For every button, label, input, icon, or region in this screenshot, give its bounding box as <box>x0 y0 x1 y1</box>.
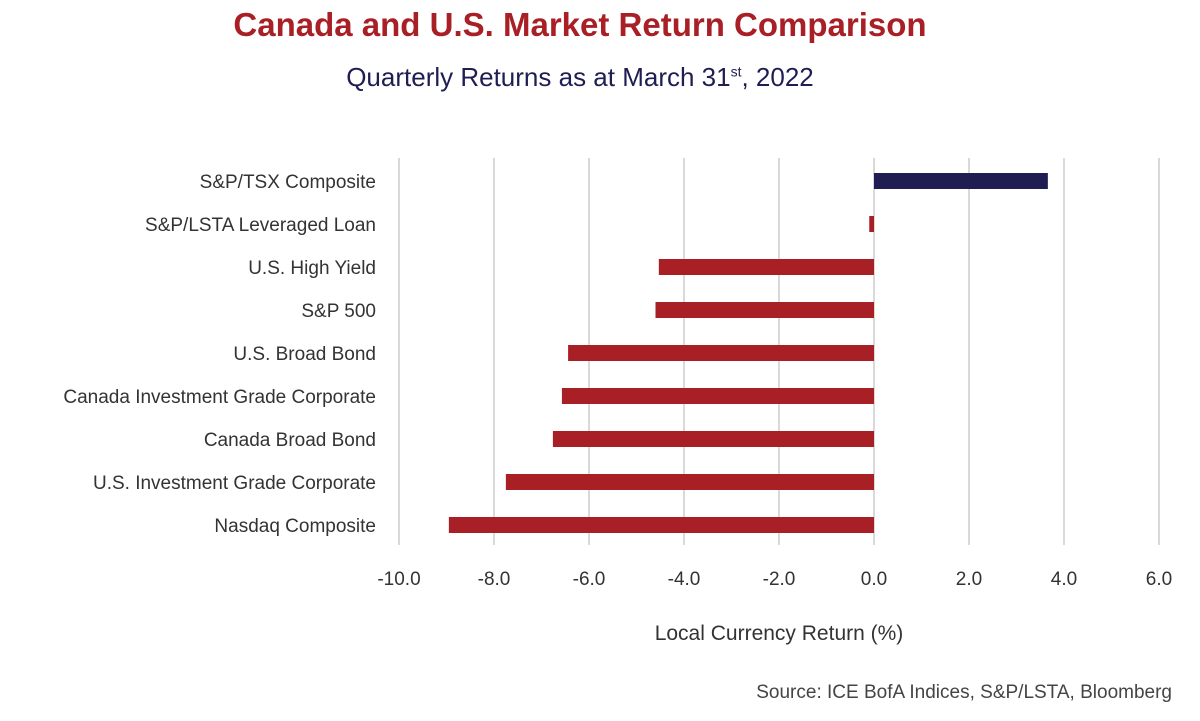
subtitle-year: , 2022 <box>741 62 814 92</box>
source-note: Source: ICE BofA Indices, S&P/LSTA, Bloo… <box>756 682 1172 703</box>
category-label: Canada Broad Bond <box>204 430 376 451</box>
x-tick-label: 4.0 <box>1051 569 1077 590</box>
bar <box>568 345 874 361</box>
x-tick-label: -10.0 <box>377 569 420 590</box>
chart-subtitle: Quarterly Returns as at March 31st, 2022 <box>0 62 1160 93</box>
x-tick-label: -6.0 <box>573 569 606 590</box>
subtitle-text: Quarterly Returns as at March 31 <box>346 62 731 92</box>
category-label: S&P/LSTA Leveraged Loan <box>145 215 376 236</box>
bar <box>561 388 874 404</box>
bar <box>448 517 874 533</box>
category-label: S&P 500 <box>301 301 376 322</box>
subtitle-sup: st <box>730 63 742 80</box>
x-tick-label: -2.0 <box>763 569 796 590</box>
x-tick-label: -8.0 <box>478 569 511 590</box>
category-label: U.S. Broad Bond <box>233 344 376 365</box>
category-label: Canada Investment Grade Corporate <box>63 387 376 408</box>
bar <box>874 173 1048 189</box>
category-label: S&P/TSX Composite <box>200 172 376 193</box>
x-tick-label: 2.0 <box>956 569 982 590</box>
bar <box>655 302 874 318</box>
category-label: Nasdaq Composite <box>214 516 376 537</box>
x-axis-label: Local Currency Return (%) <box>655 622 904 645</box>
x-tick-label: 0.0 <box>861 569 887 590</box>
bar <box>552 431 874 447</box>
chart-title: Canada and U.S. Market Return Comparison <box>233 6 927 43</box>
category-label: U.S. High Yield <box>248 258 376 279</box>
x-tick-label: -4.0 <box>668 569 701 590</box>
category-label: U.S. Investment Grade Corporate <box>93 473 376 494</box>
bar <box>869 216 874 232</box>
bar <box>658 259 874 275</box>
x-tick-label: 6.0 <box>1146 569 1172 590</box>
bar <box>505 474 874 490</box>
